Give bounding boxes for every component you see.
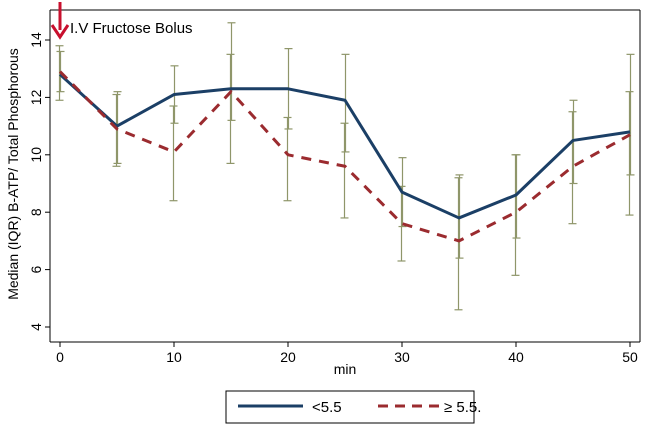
y-tick-label: 12 (28, 89, 44, 105)
x-axis-title: min (334, 361, 357, 377)
x-tick-label: 40 (508, 349, 524, 365)
series-lines (58, 70, 631, 243)
y-tick-label: 14 (28, 32, 44, 48)
bolus-annotation-text: I.V Fructose Bolus (70, 20, 193, 37)
x-tick-label: 20 (280, 349, 296, 365)
x-tick-label: 0 (56, 349, 64, 365)
legend-label-series-0: <5.5 (312, 399, 342, 416)
axes: 4 6 8 10 12 14 0 10 20 30 40 50 (28, 9, 641, 365)
x-tick-label: 50 (622, 349, 638, 365)
x-tick-label: 10 (166, 349, 182, 365)
y-tick-label: 6 (28, 265, 44, 273)
series-line-0 (58, 73, 631, 220)
y-tick-label: 4 (28, 323, 44, 331)
bolus-arrow-icon (50, 24, 70, 40)
y-axis-title: Median (IQR) B-ATP/ Total Phosphorous (5, 48, 21, 300)
legend-label-series-1: ≥ 5.5. (444, 399, 481, 416)
y-tick-label: 8 (28, 208, 44, 216)
legend: <5.5 ≥ 5.5. (225, 390, 481, 424)
y-tick-label: 10 (28, 147, 44, 163)
x-tick-label: 30 (394, 349, 410, 365)
bolus-annotation: I.V Fructose Bolus (50, 2, 193, 40)
series-line-1 (58, 70, 631, 243)
